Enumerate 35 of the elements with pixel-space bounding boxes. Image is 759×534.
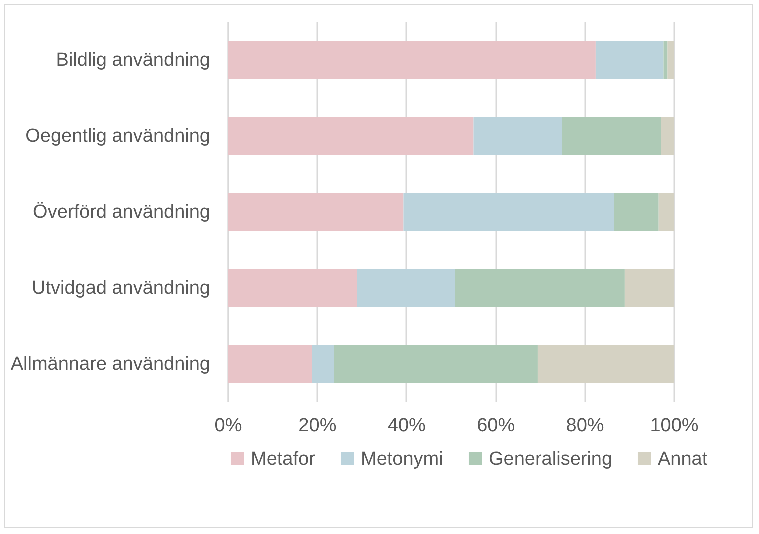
bar (228, 117, 474, 155)
bar (624, 269, 674, 307)
bar (228, 41, 596, 79)
bar (596, 41, 664, 79)
bar (614, 193, 659, 231)
bar (538, 345, 674, 383)
y-tick-label: Utvidgad användning (32, 278, 210, 299)
bar (455, 269, 625, 307)
legend-label: Metafor (251, 448, 316, 470)
bar (228, 345, 312, 383)
bar (668, 41, 674, 79)
x-tick-label: 20% (298, 416, 337, 436)
bar (228, 269, 358, 307)
x-tick-label: 40% (388, 416, 426, 436)
legend-label: Annat (658, 448, 708, 470)
bar (562, 117, 662, 155)
x-tick-label: 100% (650, 416, 699, 436)
y-tick-label: Överförd användning (33, 202, 210, 223)
y-tick-label: Oegentlig användning (26, 126, 210, 147)
x-tick-label: 80% (566, 416, 604, 436)
bar (312, 345, 334, 383)
bar (661, 117, 674, 155)
bar (664, 41, 668, 79)
bar (334, 345, 538, 383)
bar (357, 269, 456, 307)
bar (474, 117, 562, 155)
bar (658, 193, 674, 231)
y-tick-label: Bildlig användning (56, 50, 210, 71)
bar (404, 193, 614, 231)
x-tick-label: 60% (477, 416, 516, 436)
y-tick-label: Allmännare användning (10, 354, 210, 375)
x-tick-label: 0% (214, 416, 242, 436)
legend-label: Metonymi (361, 448, 444, 470)
legend-label: Generalisering (489, 448, 613, 470)
bar (228, 193, 404, 231)
